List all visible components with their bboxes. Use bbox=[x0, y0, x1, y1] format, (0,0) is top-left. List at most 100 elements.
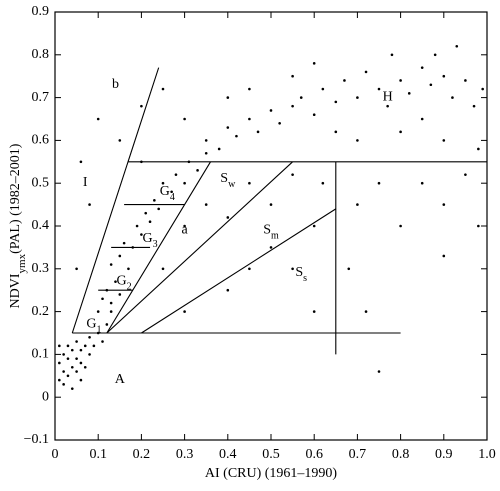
point bbox=[58, 378, 61, 382]
point bbox=[153, 199, 156, 202]
region-label-main: A bbox=[115, 372, 126, 387]
x-tick-label: 0.8 bbox=[392, 447, 410, 462]
point bbox=[377, 370, 381, 373]
region-label-main: S bbox=[295, 265, 303, 280]
point bbox=[161, 87, 165, 91]
region-label-main: S bbox=[263, 222, 271, 237]
point bbox=[62, 370, 65, 373]
x-axis-label: AI (CRU) (1961–1990) bbox=[205, 466, 338, 481]
point bbox=[183, 310, 186, 313]
boundary-line bbox=[106, 161, 293, 334]
point bbox=[161, 267, 165, 271]
point bbox=[291, 104, 294, 108]
point bbox=[70, 387, 74, 390]
region-label: H bbox=[383, 90, 393, 105]
x-tick-label: 0.1 bbox=[89, 447, 107, 462]
point bbox=[79, 378, 83, 382]
point bbox=[75, 267, 78, 271]
y-tick-label: 0.8 bbox=[32, 47, 50, 62]
point bbox=[75, 340, 78, 343]
point bbox=[66, 357, 70, 360]
point bbox=[312, 113, 316, 117]
point bbox=[62, 353, 65, 356]
point bbox=[58, 344, 61, 348]
point bbox=[343, 79, 346, 82]
point bbox=[399, 79, 402, 82]
point bbox=[79, 348, 83, 352]
point bbox=[58, 361, 61, 365]
point bbox=[347, 267, 351, 271]
region-label-main: G bbox=[117, 274, 127, 289]
region-label-sub: 1 bbox=[96, 324, 101, 335]
point bbox=[66, 374, 70, 378]
point bbox=[334, 130, 338, 134]
y-tick-label: 0.9 bbox=[32, 4, 50, 19]
point bbox=[88, 335, 91, 339]
x-tick-label: 0.2 bbox=[133, 447, 151, 462]
boundary-line bbox=[141, 208, 337, 334]
point bbox=[96, 117, 100, 121]
region-label: a bbox=[181, 222, 188, 237]
y-tick-label: 0.2 bbox=[32, 304, 50, 319]
region-label: Sw bbox=[220, 171, 236, 190]
point bbox=[226, 126, 230, 129]
region-label-main: G bbox=[160, 184, 170, 199]
region-label-sub: 2 bbox=[127, 281, 132, 292]
point bbox=[183, 224, 186, 228]
region-label: b bbox=[112, 77, 119, 92]
point bbox=[105, 323, 109, 326]
region-label-sub: 4 bbox=[170, 192, 175, 203]
region-label: G4 bbox=[160, 184, 175, 203]
x-tick-label: 1.0 bbox=[478, 447, 496, 462]
point bbox=[312, 310, 316, 313]
point bbox=[455, 44, 459, 48]
point bbox=[429, 83, 433, 87]
point bbox=[420, 66, 424, 69]
point bbox=[420, 117, 424, 121]
point bbox=[226, 216, 230, 219]
point bbox=[66, 344, 70, 348]
point bbox=[278, 121, 281, 125]
point bbox=[248, 181, 251, 185]
region-label-main: G bbox=[142, 231, 152, 246]
point bbox=[477, 147, 480, 151]
point bbox=[114, 280, 117, 283]
y-axis-label: NDVIymx(PAL) (1982–2001) bbox=[8, 143, 27, 308]
x-tick-label: 0.4 bbox=[219, 447, 237, 462]
y-tick-label: 0.5 bbox=[32, 175, 50, 190]
point bbox=[204, 139, 208, 142]
x-tick-label: 0 bbox=[52, 447, 59, 462]
point bbox=[148, 220, 152, 224]
region-label-sub: 3 bbox=[153, 239, 158, 250]
point bbox=[299, 96, 303, 99]
point bbox=[399, 224, 402, 228]
point bbox=[75, 357, 78, 360]
point bbox=[481, 87, 484, 91]
point bbox=[312, 62, 316, 65]
point bbox=[442, 74, 446, 78]
point bbox=[356, 96, 359, 99]
region-label-main: H bbox=[383, 90, 393, 105]
point bbox=[196, 169, 199, 172]
region-label: G1 bbox=[86, 317, 101, 336]
point bbox=[356, 203, 359, 206]
point bbox=[291, 267, 294, 271]
point bbox=[464, 79, 467, 82]
point bbox=[70, 365, 74, 369]
y-tick-label: 0.3 bbox=[32, 261, 50, 276]
boundary-line bbox=[71, 67, 160, 334]
point bbox=[377, 87, 381, 91]
point bbox=[312, 224, 316, 228]
point bbox=[407, 92, 411, 95]
point bbox=[88, 353, 91, 356]
point bbox=[70, 348, 74, 352]
point bbox=[269, 109, 273, 112]
y-tick-label: 0 bbox=[42, 389, 49, 404]
point bbox=[442, 203, 446, 206]
point bbox=[291, 173, 294, 176]
boundary-line bbox=[106, 161, 211, 334]
point bbox=[88, 203, 91, 206]
point bbox=[79, 160, 83, 164]
region-label-main: G bbox=[86, 317, 96, 332]
point bbox=[174, 173, 178, 176]
